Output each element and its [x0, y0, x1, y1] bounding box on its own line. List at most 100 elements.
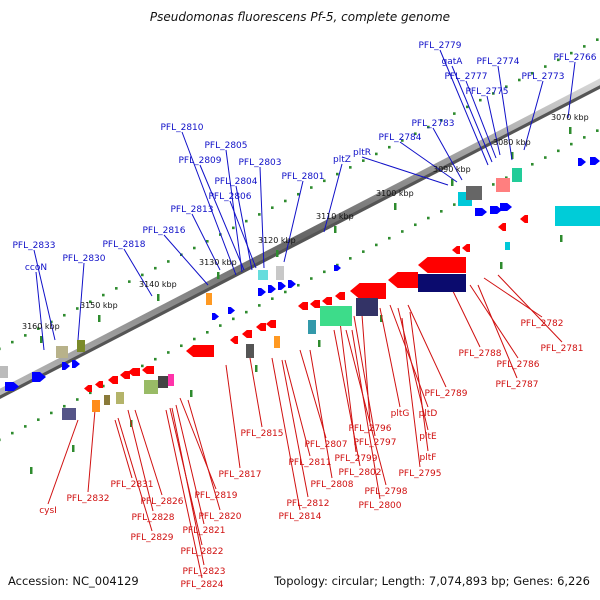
- forward-gene-label: PFL_2830: [62, 254, 105, 264]
- reverse-gene-label: PFL_2832: [66, 494, 109, 504]
- leader-line: [523, 80, 544, 151]
- gene-box: [258, 270, 268, 280]
- forward-gene-label: PFL_2783: [411, 119, 454, 129]
- tick-dot: [271, 297, 274, 300]
- forward-gene-label: PFL_2779: [418, 41, 461, 51]
- tick-dot: [531, 162, 534, 166]
- gene-box: [356, 298, 378, 316]
- leader-line: [87, 409, 96, 493]
- gene-box: [0, 366, 8, 378]
- leader-line: [123, 248, 153, 297]
- tick-dot: [24, 425, 27, 428]
- forward-gene-label: PFL_2773: [521, 72, 564, 82]
- reverse-gene-label: PFL_2812: [286, 499, 329, 509]
- leader-line: [483, 277, 543, 318]
- tick-dot: [11, 340, 14, 344]
- reverse-gene: [242, 330, 252, 338]
- leader-line: [284, 359, 311, 457]
- leader-line: [179, 397, 217, 490]
- forward-gene-label: PFL_2803: [238, 158, 281, 168]
- forward-gene-label: PFL_2809: [178, 156, 221, 166]
- forward-gene: [475, 208, 487, 216]
- tick-dot: [0, 347, 1, 351]
- leader-line: [469, 284, 519, 359]
- gene-box: [320, 306, 352, 326]
- figure-title: Pseudomonas fluorescens Pf-5, complete g…: [149, 10, 451, 24]
- tick-dot: [414, 223, 417, 227]
- forward-gene-label: PFL_2833: [12, 241, 55, 251]
- tick-dot: [206, 239, 209, 243]
- tick-dot: [349, 257, 352, 260]
- reverse-gene-label: PFL_2808: [310, 480, 353, 490]
- forward-gene-label: pltR: [353, 148, 371, 158]
- tick-dot: [544, 65, 547, 68]
- leader-line: [299, 349, 327, 439]
- kbp-tick-label: 3140 kbp: [139, 280, 177, 289]
- tick-dot: [245, 219, 248, 223]
- leader-line: [117, 417, 153, 532]
- reverse-gene-label: PFL_2802: [338, 468, 381, 478]
- tick-dot: [388, 236, 391, 240]
- tick-dot: [570, 51, 573, 55]
- leader-line: [165, 409, 203, 579]
- kbp-tick-mark: [190, 390, 193, 397]
- tick-dot: [336, 172, 339, 176]
- tick-dot: [63, 313, 66, 317]
- kbp-tick-mark: [72, 445, 75, 452]
- leader-line: [323, 163, 343, 233]
- leader-line: [235, 185, 253, 271]
- kbp-tick-mark: [500, 262, 503, 269]
- tick-dot: [596, 129, 599, 132]
- forward-gene-label: PFL_2806: [208, 192, 251, 202]
- reverse-gene-label: PFL_2826: [140, 497, 183, 507]
- kbp-tick-mark: [394, 203, 397, 210]
- forward-gene-label: PFL_2805: [204, 141, 247, 151]
- reverse-gene: [388, 272, 418, 288]
- tick-dot: [141, 364, 144, 368]
- tick-dot: [466, 105, 469, 109]
- reverse-gene: [120, 371, 130, 379]
- kbp-tick-label: 3160 kbp: [22, 322, 60, 331]
- leader-line: [77, 262, 85, 341]
- leader-line: [33, 249, 56, 341]
- backbone-layer: [0, 78, 600, 399]
- reverse-gene: [230, 336, 238, 344]
- forward-gene-label: PFL_2777: [444, 72, 487, 82]
- forward-gene: [32, 372, 46, 382]
- leader-line: [163, 234, 209, 286]
- tick-dot: [219, 324, 222, 327]
- reverse-gene-label: PFL_2787: [495, 380, 538, 390]
- forward-gene-label: PFL_2818: [102, 240, 145, 250]
- kbp-tick-mark: [98, 315, 101, 322]
- tick-dot: [323, 179, 326, 183]
- tick-dot: [297, 283, 300, 287]
- reverse-gene-label: PFL_2815: [240, 429, 283, 439]
- tick-dot: [245, 310, 248, 314]
- tick-dot: [375, 152, 378, 156]
- tick-dot: [492, 183, 495, 186]
- reverse-gene: [95, 381, 103, 388]
- forward-gene: [500, 203, 512, 211]
- leader-line: [225, 364, 241, 469]
- reverse-gene: [462, 244, 470, 252]
- tick-dot: [206, 330, 209, 334]
- tick-dot: [258, 213, 261, 216]
- leader-line: [451, 65, 493, 163]
- tick-dot: [37, 327, 40, 330]
- tick-dot: [570, 142, 573, 146]
- forward-gene: [590, 157, 600, 165]
- reverse-gene: [142, 366, 154, 374]
- reverse-gene: [266, 320, 276, 328]
- leader-line: [432, 127, 463, 181]
- gene-box: [276, 266, 284, 280]
- tick-dot: [440, 210, 443, 213]
- tick-dot: [401, 230, 404, 233]
- gene-box: [168, 374, 174, 386]
- leader-line: [191, 213, 221, 271]
- forward-gene: [5, 382, 19, 391]
- reverse-gene: [256, 323, 266, 331]
- forward-gene-label: gatA: [442, 57, 464, 67]
- reverse-gene-label: pltE: [419, 432, 437, 442]
- tick-dot: [180, 344, 183, 348]
- leader-line: [309, 349, 333, 479]
